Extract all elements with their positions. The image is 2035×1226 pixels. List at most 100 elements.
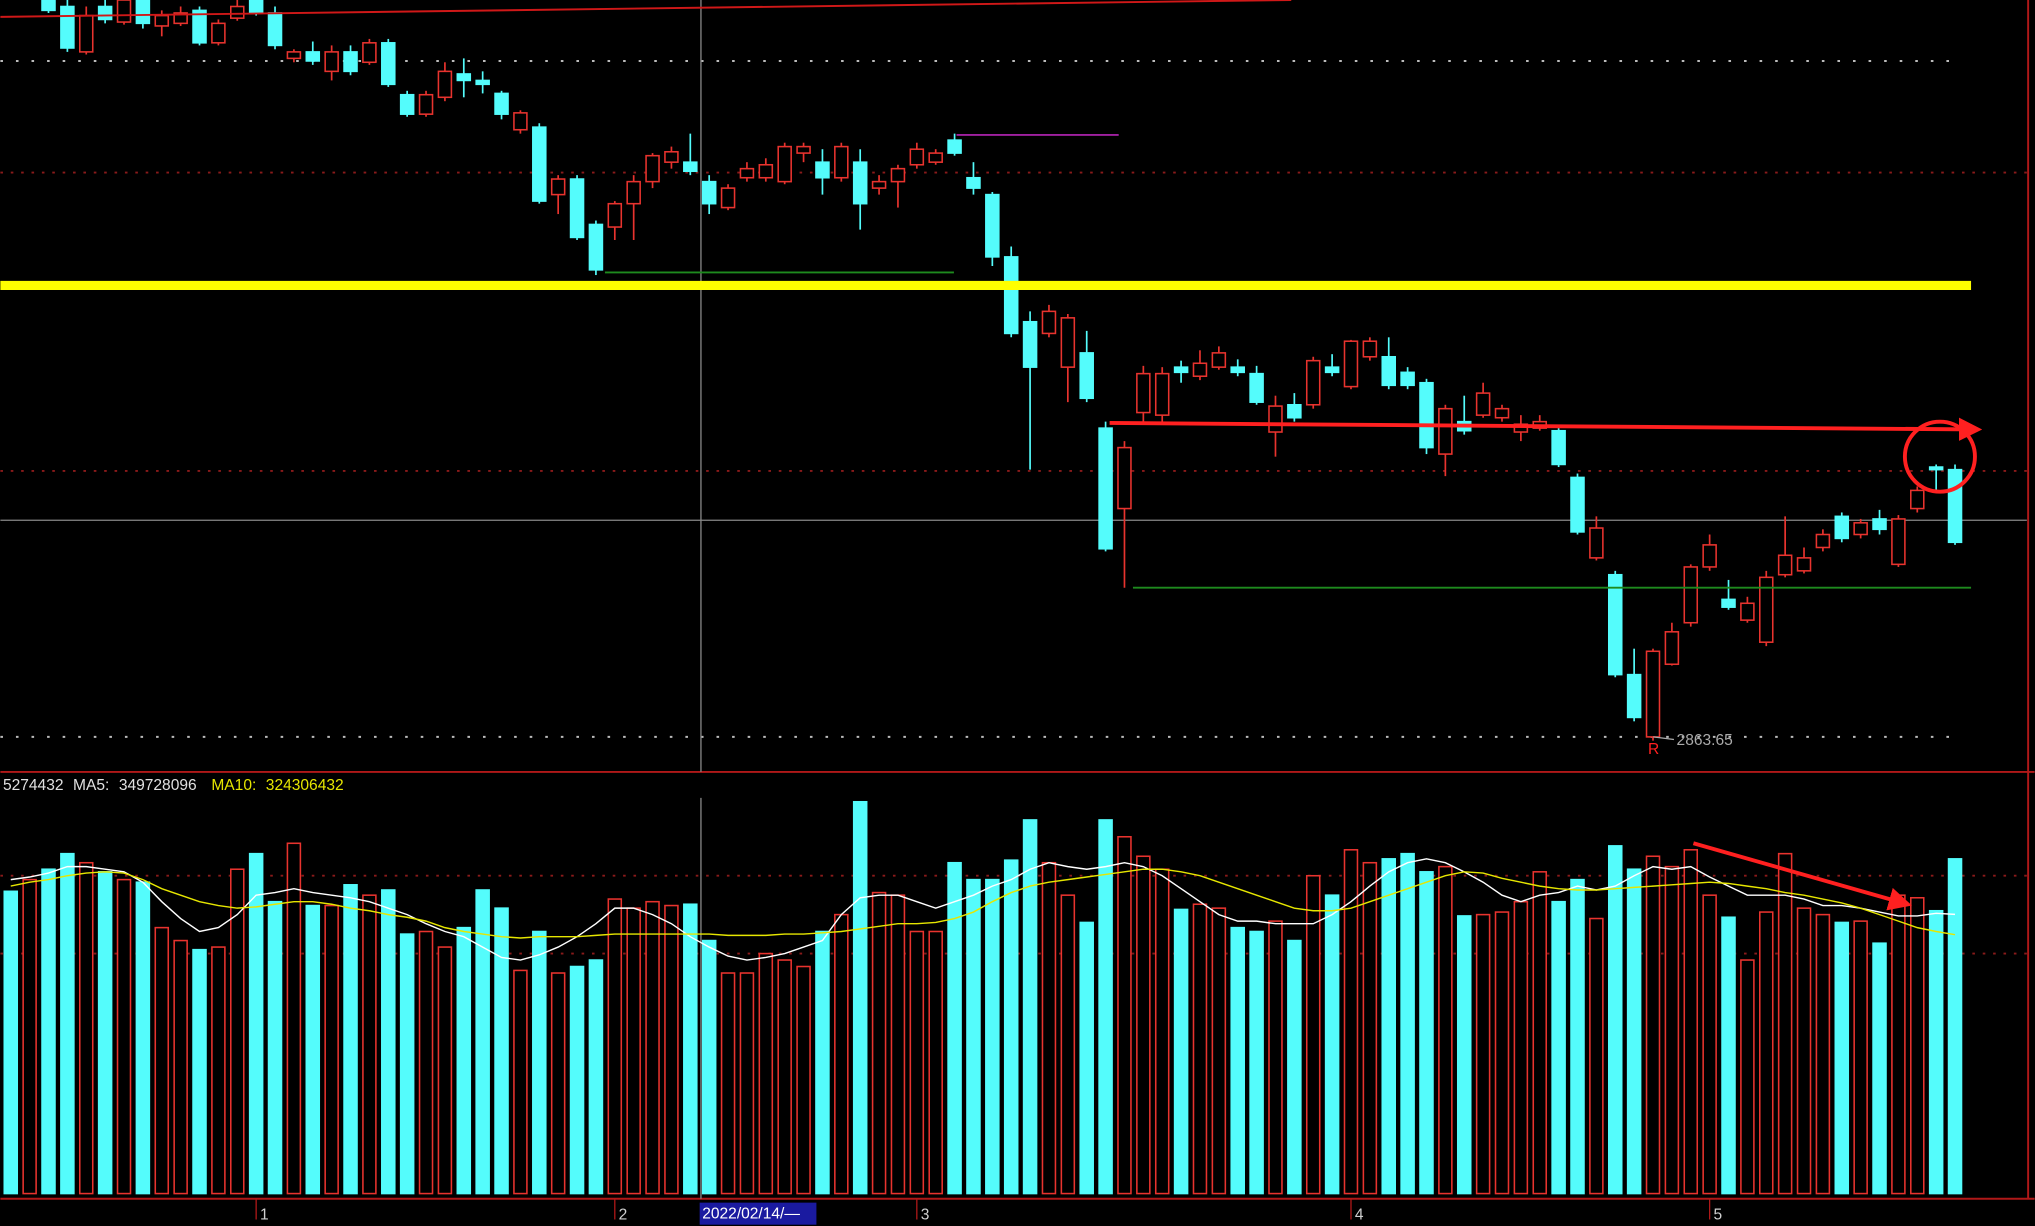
candle-body [966,176,981,189]
candle-body [456,73,472,82]
candle-body [1287,403,1302,419]
volume-bar [1305,874,1321,1195]
candle-body [1211,352,1227,368]
volume-bar [1211,907,1227,1195]
candle-body [890,167,906,183]
candle-body [1626,673,1642,719]
candle-body [1419,381,1434,449]
low-label: 2863.65 [1677,732,1733,749]
candle-body [1400,371,1415,387]
candle-body [550,178,566,196]
volume-bar [1475,913,1491,1195]
legend-name: MA5: [73,777,109,794]
candle-body [588,223,604,271]
candle-body [362,42,377,64]
volume-bar [1438,865,1453,1195]
candle-body [324,51,339,73]
volume-bar [890,894,906,1195]
x-tick-label: 3 [921,1207,930,1224]
volume-bar [192,948,207,1195]
candle-body [513,112,528,131]
volume-bar [381,889,396,1195]
candle-body [211,22,226,44]
candle-body [909,148,925,166]
volume-bar [305,904,321,1195]
volume-readout: 5274432 MA5: 349728096 MA10: 324306432 [3,777,344,794]
candle-body [739,167,755,179]
volume-bar [1928,909,1944,1195]
candle-body [1740,602,1755,621]
volume-bar [1532,871,1548,1195]
x-tick-label: 5 [1714,1207,1723,1224]
volume-bar [1853,920,1868,1195]
candle-body [871,180,887,189]
volume-bar [1777,852,1793,1195]
candle-body [1494,407,1510,419]
volume-bar [1268,920,1283,1195]
volume-bar [343,884,358,1195]
candle-body [1117,446,1132,510]
candle-body [815,161,830,179]
candle-body [1607,573,1623,676]
candle-body [1683,566,1699,624]
volume-bar [1079,921,1094,1195]
volume-bar [1740,959,1755,1195]
volume-bar [173,939,188,1195]
candle-body [1192,362,1208,378]
volume-bar [1910,896,1925,1195]
candle-body [1003,256,1019,335]
candle-body [399,93,415,115]
candle-body [97,5,113,21]
volume-bar [871,891,887,1195]
candle-body [41,0,56,12]
volume-bar [456,926,472,1195]
highlight-circle [1902,419,1977,494]
candle-body [626,180,641,205]
volume-bar [1456,915,1472,1195]
candle-body [1872,518,1887,531]
candle-body [1136,372,1151,414]
volume-bar [683,903,698,1195]
candle-body [173,12,188,25]
candle-body [1305,359,1321,406]
volume-bar [1513,900,1529,1195]
candle-body [475,79,490,86]
candle-body [1721,598,1736,608]
volume-bar [1154,868,1170,1195]
candle-body [947,139,962,154]
candle-body [1891,518,1906,566]
volume-bar [815,930,830,1195]
volume-bar [399,933,415,1195]
volume-bar [1570,878,1585,1195]
volume-bar [550,972,566,1195]
candle-body [1079,352,1094,400]
cursor-date: 2022/02/14/— [702,1205,800,1222]
volume-bar [1041,861,1057,1195]
ma-line [10,858,1956,961]
volume-bar [1249,930,1264,1195]
volume-bar [1400,852,1415,1195]
candle-body [135,0,151,25]
candle-body [192,9,207,44]
low-marker: R [1648,741,1659,758]
volume-bar [966,878,981,1195]
volume-bar [1891,894,1906,1195]
candle-body [381,42,396,86]
candle-body [1060,317,1076,368]
volume-bar [513,969,528,1195]
volume-bar [1060,894,1076,1195]
volume-bar [494,907,509,1195]
candle-body [1249,372,1264,403]
volume-bar [1721,916,1736,1195]
volume-bar [1815,913,1831,1195]
candle-body [1759,576,1774,643]
volume-bar [1607,845,1623,1195]
candle-body [1154,372,1170,416]
volume-bar [1192,903,1208,1195]
candle-body [985,193,1000,258]
volume-bar [116,878,132,1195]
volume-bar [286,842,302,1195]
